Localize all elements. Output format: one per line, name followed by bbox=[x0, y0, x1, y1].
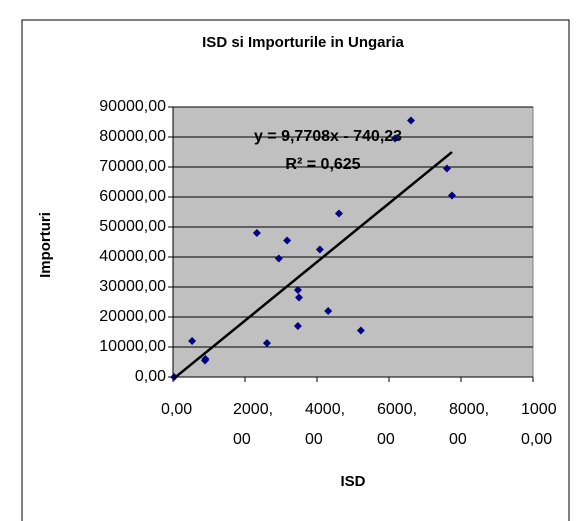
point bbox=[295, 293, 303, 302]
y-tick-label: 20000,00 bbox=[99, 308, 166, 325]
point bbox=[188, 337, 197, 345]
point bbox=[262, 339, 271, 348]
y-tick-label: 50000,00 bbox=[99, 218, 166, 235]
x-tick-label: 2000,00 bbox=[233, 401, 274, 448]
trendline-r2: R² = 0,625 bbox=[285, 156, 360, 173]
point bbox=[293, 322, 302, 330]
x-tick-label: 4000,00 bbox=[305, 401, 346, 448]
point bbox=[283, 236, 292, 245]
x-tick-label: 6000,00 bbox=[377, 401, 418, 448]
point bbox=[315, 245, 324, 254]
point bbox=[391, 134, 400, 143]
plot-area bbox=[172, 106, 534, 378]
x-tick-label: 0,00 bbox=[161, 401, 193, 418]
x-tick-label: 10000,00 bbox=[521, 401, 557, 448]
point bbox=[252, 229, 261, 237]
y-tick-label: 10000,00 bbox=[99, 338, 166, 355]
y-tick-label: 70000,00 bbox=[99, 158, 166, 175]
point bbox=[406, 116, 415, 125]
y-tick-label: 60000,00 bbox=[99, 188, 166, 205]
trendline-equation: y = 9,7708x - 740,23 bbox=[254, 128, 402, 145]
point bbox=[274, 254, 283, 263]
chart-title: ISD si Importurile in Ungaria bbox=[202, 34, 404, 51]
y-tick-label: 80000,00 bbox=[99, 128, 166, 145]
point bbox=[334, 209, 343, 218]
point bbox=[201, 355, 210, 363]
point bbox=[324, 307, 333, 315]
point bbox=[442, 164, 451, 173]
y-tick-label: 30000,00 bbox=[99, 278, 166, 295]
x-axis-label: ISD bbox=[340, 473, 365, 490]
y-tick-label: 90000,00 bbox=[99, 98, 166, 115]
y-axis-label: Importuri bbox=[37, 212, 54, 278]
point bbox=[356, 326, 365, 335]
x-tick-label: 8000,00 bbox=[449, 401, 490, 448]
y-tick-label: 0,00 bbox=[135, 368, 166, 385]
y-tick-label: 40000,00 bbox=[99, 248, 166, 265]
point bbox=[293, 286, 302, 294]
point bbox=[448, 191, 456, 200]
trendline bbox=[173, 151, 453, 380]
